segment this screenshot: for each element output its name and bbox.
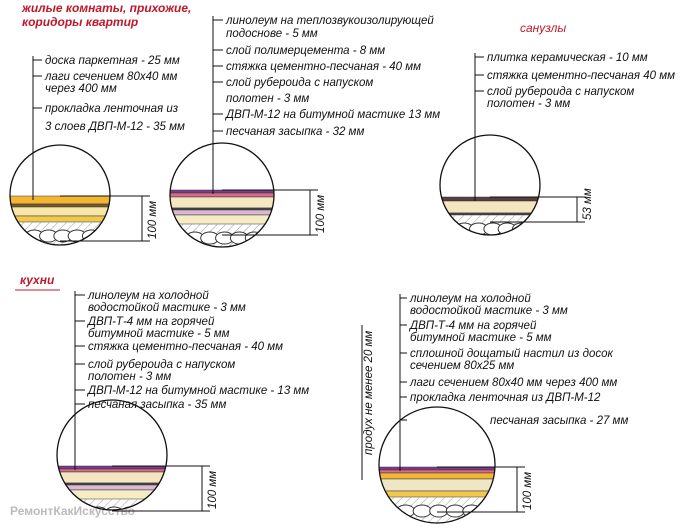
section-view (379, 466, 495, 523)
layer (379, 490, 495, 498)
layer (379, 478, 495, 492)
layer-label: доска паркетная - 25 мм (45, 55, 180, 67)
gravel (88, 506, 108, 510)
gravel (478, 504, 495, 518)
dimension: 100 мм (147, 201, 159, 239)
layer (10, 203, 110, 208)
layer (57, 468, 167, 473)
layer-label: лаги сечением 80х40 мм (44, 71, 177, 83)
dimension: 100 мм (522, 472, 534, 510)
layer (440, 196, 540, 202)
layer-label: плитка керамическая - 10 мм (487, 52, 648, 64)
gravel (396, 504, 416, 518)
gravel (96, 229, 110, 243)
layer (379, 469, 495, 474)
layer-label: водостойкой мастике - 3 мм (88, 302, 246, 314)
layer-label: слой рубероида с напуском (88, 359, 235, 371)
layer (10, 206, 110, 217)
layer (170, 207, 274, 211)
outline (169, 142, 275, 248)
layer-label: линолеум на холодной (409, 293, 531, 305)
layer-label: ДВП-Т-4 мм на горячей (408, 320, 537, 332)
gravel (136, 506, 156, 510)
gravel (379, 504, 399, 518)
layer (170, 214, 274, 225)
layer-label: линолеум на теплозвукоизолирующей (225, 15, 434, 27)
layer-label: стяжка цементно-песчаная - 40 мм (88, 341, 283, 353)
layer (57, 471, 167, 484)
layer-label: сечением 80х25 мм (410, 360, 514, 372)
gravel (445, 504, 465, 518)
dimension: 100 мм (207, 471, 219, 509)
layer-label: сплошной дощатый настил из досок (410, 348, 613, 360)
layer-label: через 400 мм (45, 83, 117, 95)
section-title: жилые комнаты, прихожие, (21, 1, 191, 15)
section-view (170, 189, 274, 247)
layer (57, 482, 167, 486)
layer-label: слой рубероида с напуском (226, 77, 373, 89)
gravel (244, 231, 264, 245)
layer-label: полотен - 3 мм (226, 93, 309, 105)
layer-label: битумной мастике - 5 мм (88, 328, 230, 340)
layer-label: линолеум на холодной (87, 290, 209, 302)
layer (379, 472, 495, 480)
section-title: коридоры квартир (22, 15, 138, 29)
outline (378, 406, 496, 524)
layer (440, 212, 540, 216)
layer-label: 3 слоев ДВП-М-12 - 35 мм (45, 121, 185, 133)
gravel (170, 231, 190, 245)
layer-label: ДВП-М-12 на битумной мастике - 13 мм (86, 385, 309, 397)
outline (56, 399, 168, 511)
layer (440, 200, 540, 214)
layer (57, 484, 167, 491)
layer-label: песчаная засыпка - 32 мм (226, 126, 364, 138)
layer (170, 196, 274, 209)
layer-label: песчаная засыпка - 35 мм (88, 399, 226, 411)
layer-label: полотен - 3 мм (487, 98, 570, 110)
outline (9, 144, 111, 246)
layer-label: битумной мастике - 5 мм (410, 332, 552, 344)
layer-label: слой рубероида с напуском (487, 86, 634, 98)
vent-label: продух не менее 20 мм (363, 331, 375, 455)
layer-label: стяжка цементно-песчаная - 40 мм (226, 61, 421, 73)
gravel (429, 504, 449, 518)
gravel (151, 506, 167, 510)
gravel (104, 506, 124, 510)
layer-label: лаги сечением 80х40 мм через 400 мм (409, 377, 617, 389)
layer-label: прокладка ленточная из ДВП-М-12 (410, 392, 601, 404)
layer-label: ДВП-М-12 на битумной мастике 13 мм (224, 109, 440, 121)
layer (170, 192, 274, 198)
layer-label: слой полимерцемента - 8 мм (226, 45, 385, 57)
layer-label: песчаная засыпка - 27 мм (490, 415, 628, 427)
gravel-bed (57, 499, 167, 510)
gravel (259, 231, 274, 245)
gravel (412, 504, 432, 518)
layer (10, 215, 110, 223)
dimension: 100 мм (315, 195, 327, 233)
gravel (81, 229, 101, 243)
layer (10, 195, 110, 205)
layer-label: водостойкой мастике - 3 мм (410, 305, 568, 317)
dimension: 53 мм (582, 188, 594, 220)
layer-label: ДВП-Т-4 мм на горячей (86, 316, 215, 328)
gravel (440, 222, 460, 235)
layer (170, 209, 274, 216)
layer-label: полотен - 3 мм (88, 371, 171, 383)
gravel (511, 222, 531, 235)
layer-label: прокладка ленточная из (45, 103, 179, 115)
section-title: кухни (20, 273, 55, 287)
layer-label: стяжка цементно-песчаная 40 мм (487, 70, 675, 82)
section-title: санузлы (520, 21, 566, 35)
gravel (526, 222, 540, 235)
layer-label: подоснове - 5 мм (226, 28, 318, 40)
outline (439, 134, 541, 236)
section-view (10, 195, 110, 245)
